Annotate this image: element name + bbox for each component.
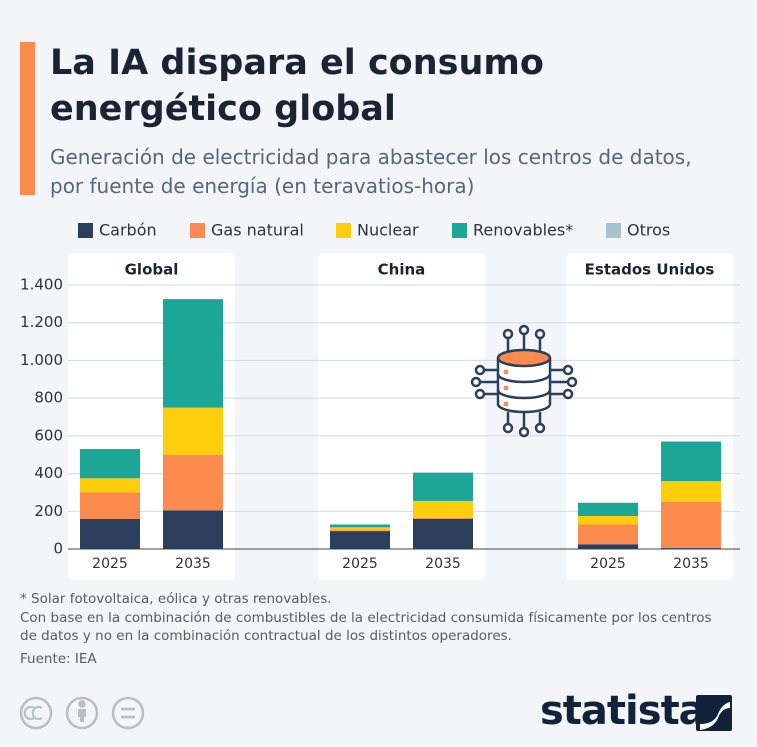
brand-logo bbox=[696, 695, 732, 731]
panel-title: Global bbox=[125, 261, 179, 279]
bar-segment bbox=[330, 531, 390, 549]
y-tick-label: 1.200 bbox=[20, 313, 63, 331]
bar-segment bbox=[661, 548, 721, 549]
note: * Solar fotovoltaica, eólica y otras ren… bbox=[20, 591, 332, 607]
accent-bar bbox=[20, 42, 35, 195]
server-icon bbox=[470, 324, 578, 438]
bar-segment bbox=[413, 517, 473, 519]
x-tick-label: 2035 bbox=[175, 556, 211, 572]
legend-swatch bbox=[606, 223, 621, 238]
y-tick-label: 0 bbox=[53, 540, 63, 558]
x-tick-label: 2035 bbox=[425, 556, 461, 572]
note: Con base en la combinación de combustibl… bbox=[20, 609, 712, 645]
bar-segment bbox=[80, 492, 140, 519]
y-tick-label: 800 bbox=[34, 389, 63, 407]
panel-title: Estados Unidos bbox=[585, 261, 715, 279]
bar-segment bbox=[578, 544, 638, 549]
bar-segment bbox=[413, 472, 473, 501]
bar-segment bbox=[80, 478, 140, 493]
legend-swatch bbox=[78, 223, 93, 238]
legend-label: Gas natural bbox=[211, 221, 304, 240]
x-tick-label: 2035 bbox=[673, 556, 709, 572]
y-tick-label: 400 bbox=[34, 464, 63, 482]
legend-label: Otros bbox=[627, 221, 670, 240]
bar-segment bbox=[330, 527, 390, 531]
bar-segment bbox=[578, 524, 638, 545]
bar-segment bbox=[661, 501, 721, 549]
bar-segment bbox=[661, 481, 721, 502]
bar-segment bbox=[661, 441, 721, 482]
y-tick-label: 600 bbox=[34, 426, 63, 444]
bar-segment bbox=[330, 524, 390, 528]
x-tick-label: 2025 bbox=[92, 556, 128, 572]
bar-segment bbox=[578, 502, 638, 516]
chart-title: La IA dispara el consumo energético glob… bbox=[50, 43, 544, 129]
license-icons bbox=[19, 696, 145, 730]
y-tick-label: 1.400 bbox=[20, 276, 63, 294]
bar-segment bbox=[163, 407, 223, 455]
bar-segment bbox=[163, 510, 223, 549]
bar-segment bbox=[80, 518, 140, 549]
bar-segment bbox=[330, 530, 390, 532]
bar-segment bbox=[578, 516, 638, 525]
bar-segment bbox=[80, 449, 140, 479]
legend-label: Renovables* bbox=[473, 221, 573, 240]
notes: * Solar fotovoltaica, eólica y otras ren… bbox=[20, 590, 720, 668]
chart-subtitle: Generación de electricidad para abastece… bbox=[50, 145, 692, 198]
bar-segment bbox=[163, 454, 223, 511]
bar-segment bbox=[163, 299, 223, 408]
x-tick-label: 2025 bbox=[342, 556, 378, 572]
legend-swatch bbox=[336, 223, 351, 238]
bar-segment bbox=[413, 500, 473, 518]
x-tick-label: 2025 bbox=[590, 556, 626, 572]
source: Fuente: IEA bbox=[20, 650, 97, 667]
legend-label: Nuclear bbox=[357, 221, 419, 240]
y-tick-label: 1.000 bbox=[20, 351, 63, 369]
bar-segment bbox=[413, 518, 473, 549]
legend-swatch bbox=[190, 223, 205, 238]
legend-swatch bbox=[452, 223, 467, 238]
brand: statista bbox=[540, 688, 706, 734]
legend-label: Carbón bbox=[99, 221, 157, 240]
y-tick-label: 200 bbox=[34, 502, 63, 520]
panel-title: China bbox=[378, 261, 426, 279]
